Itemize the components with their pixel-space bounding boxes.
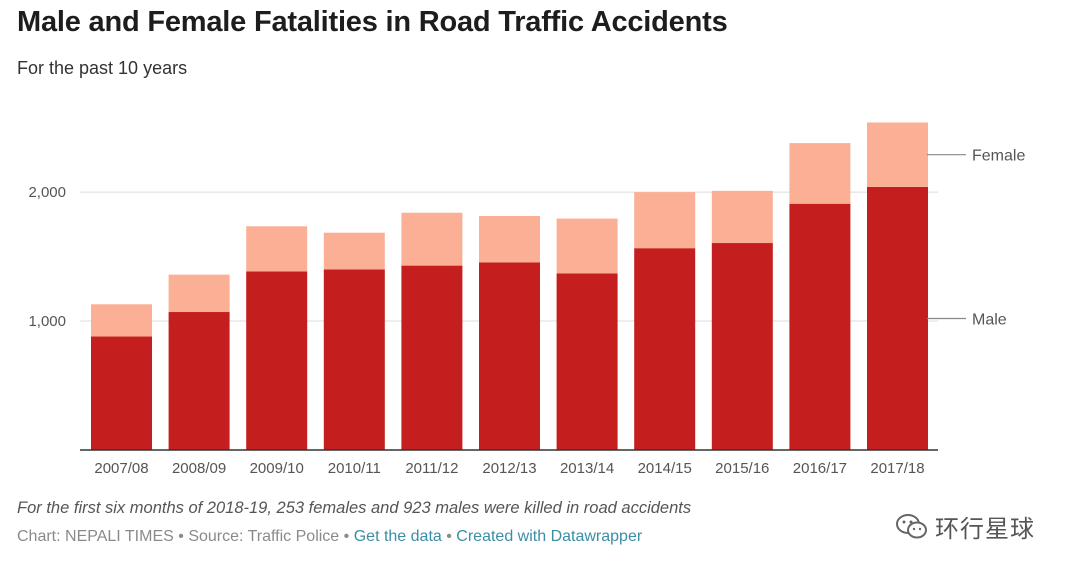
separator: • <box>178 528 184 545</box>
bar-chart: 1,000 2,000 2007/08 2008/09 2009/10 2010/11 20… <box>28 122 1025 477</box>
source-text: Source: Traffic Police <box>188 528 340 545</box>
bar-male <box>168 312 230 450</box>
bar-male <box>246 271 308 450</box>
bar-female <box>556 218 618 274</box>
chart-note: For the first six months of 2018-19, 253… <box>17 499 692 517</box>
separator: • <box>343 528 350 545</box>
watermark-text: 环行星球 <box>935 516 1035 543</box>
x-tick-label: 2010/11 <box>328 460 381 477</box>
y-tick-label: 1,000 <box>28 313 66 330</box>
bar-male <box>91 336 152 450</box>
bar-male <box>323 269 385 450</box>
bar-female <box>634 192 696 249</box>
chart-subtitle: For the past 10 years <box>17 58 188 78</box>
bar-female <box>401 212 463 266</box>
bar-male <box>479 262 540 450</box>
bar-female <box>789 143 851 204</box>
y-tick-label: 2,000 <box>28 184 66 201</box>
bar-male <box>634 248 696 450</box>
x-tick-label: 2009/10 <box>250 460 304 477</box>
x-tick-label: 2013/14 <box>560 460 614 477</box>
legend: Male Female <box>927 148 1025 328</box>
get-data-link[interactable]: Get the data <box>353 528 442 545</box>
x-tick-label: 2012/13 <box>482 460 536 477</box>
bar-female <box>323 232 385 270</box>
credit-text: Chart: NEPALI TIMES <box>17 528 174 545</box>
x-tick-label: 2014/15 <box>638 460 692 477</box>
bars <box>91 122 928 450</box>
legend-label-male: Male <box>972 311 1007 328</box>
bar-female <box>479 215 540 263</box>
datawrapper-link[interactable]: Created with Datawrapper <box>456 528 643 545</box>
bar-female <box>711 190 773 244</box>
x-tick-label: 2016/17 <box>793 460 847 477</box>
x-tick-label: 2017/18 <box>870 460 924 477</box>
x-tick-label: 2007/08 <box>94 460 148 477</box>
legend-label-female: Female <box>972 148 1025 165</box>
bar-male <box>867 186 928 450</box>
bar-female <box>867 122 928 187</box>
separator: • <box>446 528 452 545</box>
axes: 1,000 2,000 2007/08 2008/09 2009/10 2010/11 20… <box>28 184 938 477</box>
bar-female <box>246 226 308 272</box>
bar-male <box>556 273 618 450</box>
wechat-icon <box>896 513 927 538</box>
chart-footer: Chart: NEPALI TIMES • Source: Traffic Po… <box>17 528 642 546</box>
bar-female <box>168 274 230 313</box>
x-tick-label: 2015/16 <box>715 460 769 477</box>
watermark: 环行星球 <box>895 509 1035 544</box>
bar-male <box>789 203 851 450</box>
bar-female <box>91 304 152 337</box>
chart-title: Male and Female Fatalities in Road Traff… <box>17 6 728 38</box>
x-tick-label: 2011/12 <box>405 460 458 477</box>
bar-male <box>401 265 463 450</box>
x-tick-label: 2008/09 <box>172 460 226 477</box>
bar-male <box>711 243 773 450</box>
